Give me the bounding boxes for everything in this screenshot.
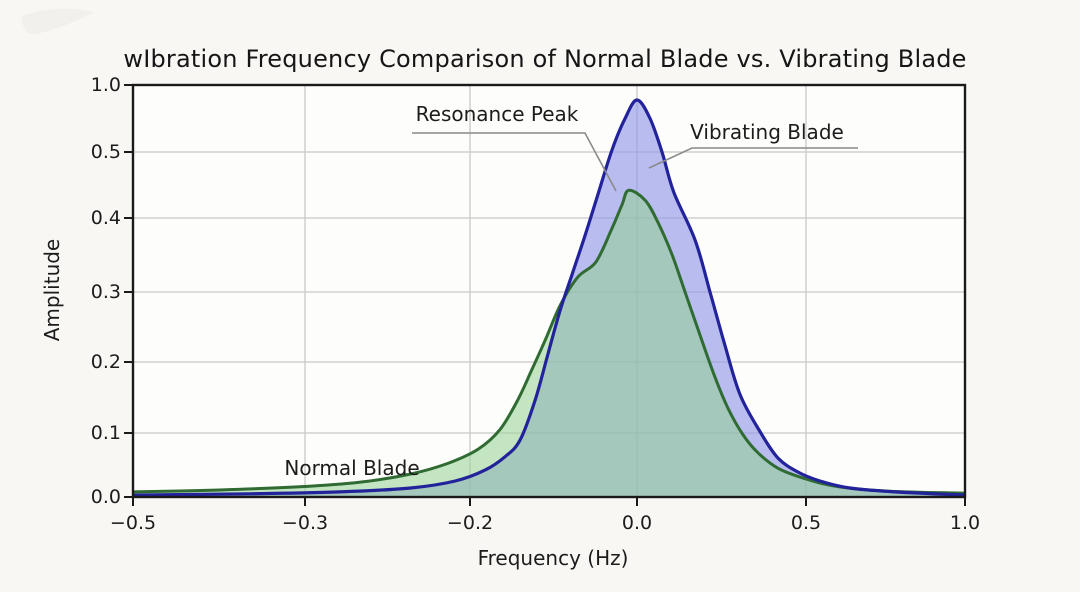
vibrating-blade-line <box>132 98 966 497</box>
y-axis-label: Amplitude <box>40 238 64 342</box>
annotation-leader-lines <box>412 132 858 192</box>
y-tick-label: 1.0 <box>90 74 121 96</box>
x-tick-label: 0.5 <box>790 512 822 534</box>
normal-blade-line <box>132 188 966 495</box>
annotation-resonance-peak: Resonance Peak <box>415 102 579 126</box>
artifact-smudge <box>22 8 94 35</box>
x-axis-label: Frequency (Hz) <box>477 546 629 570</box>
axis-ticks <box>124 84 966 506</box>
x-tick-label: −0.3 <box>281 512 329 534</box>
y-tick-label: 0.2 <box>90 351 121 373</box>
annotation-vibrating-blade: Vibrating Blade <box>690 120 844 144</box>
x-tick-label: 1.0 <box>949 512 981 534</box>
x-tick-label: −0.2 <box>446 512 494 534</box>
annotation-normal-blade: Normal Blade <box>284 456 420 480</box>
chart-title: wIbration Frequency Comparison of Normal… <box>123 45 967 73</box>
x-tick-label: 0.0 <box>621 512 653 534</box>
y-tick-label: 0.3 <box>90 281 121 303</box>
x-tick-label: −0.5 <box>109 512 157 534</box>
y-tick-label: 0.5 <box>90 141 121 163</box>
y-tick-label: 0.1 <box>90 422 121 444</box>
y-tick-label: 0.0 <box>90 486 121 508</box>
normal-blade-area <box>133 190 965 497</box>
y-tick-label: 0.4 <box>90 207 121 229</box>
